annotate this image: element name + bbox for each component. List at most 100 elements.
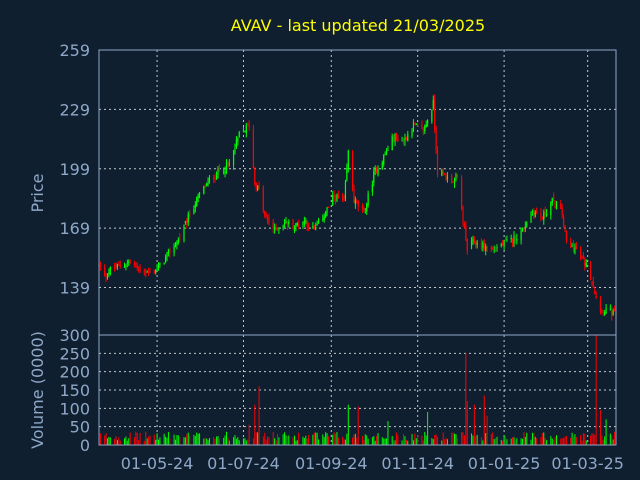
- candle-body: [115, 266, 117, 268]
- candle-body: [496, 247, 498, 249]
- candle-body: [364, 211, 366, 213]
- candle-body: [235, 139, 237, 148]
- candle-body: [475, 241, 477, 246]
- volume-tick-label: 250: [59, 344, 90, 363]
- candle-body: [550, 202, 552, 216]
- candle-body: [207, 180, 209, 184]
- candle-body: [599, 300, 602, 311]
- candle-body: [203, 186, 205, 195]
- candle-body: [149, 271, 151, 273]
- candle-body: [504, 238, 507, 241]
- candle-body: [325, 212, 327, 217]
- candle-body: [155, 270, 157, 274]
- candle-body: [123, 265, 126, 268]
- candle-body: [204, 186, 206, 188]
- candle-body: [404, 137, 406, 142]
- candle-body: [262, 187, 264, 211]
- candle-body: [139, 268, 141, 272]
- candle-body: [367, 193, 369, 206]
- candle-body: [184, 220, 186, 223]
- candle-body: [126, 262, 128, 264]
- candle-body: [422, 128, 424, 133]
- candle-body: [377, 169, 379, 176]
- candle-body: [609, 308, 611, 310]
- candle-body: [223, 171, 225, 173]
- candle-body: [612, 310, 614, 315]
- candle-body: [218, 167, 220, 171]
- candle-body: [302, 221, 304, 225]
- volume-tick-label: 0: [80, 436, 90, 455]
- candle-body: [602, 312, 604, 315]
- candle-body: [296, 223, 298, 225]
- volume-tick-label: 100: [59, 399, 90, 418]
- candle-body: [604, 312, 606, 315]
- candle-body: [105, 276, 107, 278]
- candle-body: [228, 163, 230, 165]
- candle-body: [323, 216, 325, 220]
- candle-body: [514, 235, 517, 242]
- candle-body: [520, 230, 522, 241]
- price-tick-label: 229: [59, 100, 90, 119]
- candle-body: [305, 220, 307, 222]
- candle-body: [295, 223, 297, 227]
- candle-body: [376, 169, 378, 174]
- candle-body: [159, 262, 161, 266]
- candle-body: [316, 224, 318, 226]
- candle-body: [227, 162, 229, 165]
- candle-body: [543, 212, 545, 221]
- candle-body: [317, 219, 320, 224]
- candle-body: [581, 256, 583, 258]
- candle-body: [427, 120, 429, 124]
- candle-body: [472, 238, 474, 242]
- candle-body: [357, 200, 359, 207]
- price-grid: [99, 50, 616, 335]
- candle-body: [434, 98, 436, 129]
- candle-body: [333, 195, 335, 197]
- candle-body: [595, 296, 597, 299]
- volume-panel-frame: [98, 334, 617, 446]
- candle-body: [442, 171, 444, 173]
- candle-body: [128, 261, 130, 263]
- candle-body: [337, 194, 339, 198]
- candle-body: [193, 209, 195, 215]
- candle-body: [157, 264, 160, 269]
- candle-body: [564, 226, 566, 230]
- candle-body: [248, 124, 250, 128]
- candle-body: [308, 226, 310, 228]
- candle-body: [238, 132, 240, 137]
- candle-body: [346, 168, 348, 181]
- candle-body: [453, 178, 456, 184]
- candle-body: [470, 240, 473, 249]
- candle-body: [322, 218, 324, 220]
- candle-body: [402, 139, 405, 143]
- candle-body: [476, 242, 478, 245]
- candle-body: [584, 259, 586, 267]
- price-tick-label: 199: [59, 160, 90, 179]
- date-tick-label: 01-05-24: [121, 454, 194, 473]
- candle-body: [217, 168, 219, 176]
- candle-body: [265, 213, 267, 217]
- candle-body: [425, 124, 427, 127]
- volume-tick-label: 150: [59, 381, 90, 400]
- candle-body: [452, 181, 454, 183]
- candle-body: [512, 239, 514, 244]
- candle-body: [266, 216, 269, 220]
- candle-body: [414, 123, 416, 125]
- candle-body: [463, 223, 466, 227]
- candle-body: [536, 210, 538, 213]
- candle-body: [342, 196, 344, 200]
- candle-body: [278, 228, 280, 230]
- candle-body: [510, 237, 512, 240]
- candle-body: [167, 250, 169, 254]
- candle-body: [166, 252, 168, 257]
- candle-body: [197, 194, 199, 198]
- candle-body: [462, 208, 464, 224]
- candle-body: [383, 155, 385, 165]
- candle-body: [106, 276, 109, 278]
- candle-body: [153, 271, 155, 273]
- candle-body: [327, 206, 330, 208]
- candle-body: [485, 246, 487, 251]
- candle-body: [288, 221, 290, 224]
- candle-body: [208, 178, 211, 181]
